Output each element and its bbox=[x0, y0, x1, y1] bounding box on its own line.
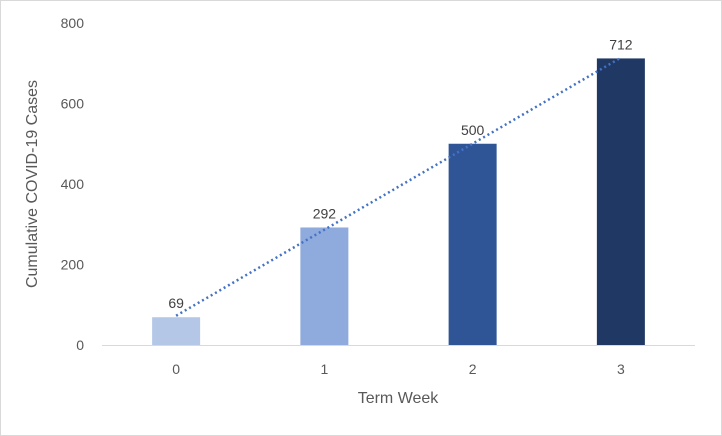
trendline bbox=[175, 56, 622, 317]
y-tick-label: 600 bbox=[61, 96, 85, 112]
y-tick-label: 800 bbox=[61, 15, 85, 31]
x-axis-title: Term Week bbox=[358, 390, 440, 407]
bar bbox=[596, 58, 645, 346]
y-axis-title: Cumulative COVID-19 Cases bbox=[24, 80, 41, 288]
y-axis-ticks: 0 200 400 600 800 bbox=[61, 15, 85, 353]
data-label: 712 bbox=[609, 36, 633, 52]
data-label: 292 bbox=[313, 205, 337, 221]
bars bbox=[152, 58, 645, 346]
y-tick-label: 400 bbox=[61, 176, 85, 192]
y-tick-label: 0 bbox=[76, 337, 84, 353]
x-tick-label: 3 bbox=[617, 361, 625, 377]
bar bbox=[300, 227, 349, 345]
data-label: 69 bbox=[168, 295, 184, 311]
trendline-group bbox=[175, 56, 622, 317]
x-axis-ticks: 0 1 2 3 bbox=[172, 361, 625, 377]
data-label: 500 bbox=[461, 122, 485, 138]
x-tick-label: 0 bbox=[172, 361, 180, 377]
y-tick-label: 200 bbox=[61, 257, 85, 273]
data-labels: 69 292 500 712 bbox=[168, 36, 632, 311]
x-tick-label: 1 bbox=[320, 361, 328, 377]
bar bbox=[152, 317, 201, 345]
bar bbox=[448, 143, 497, 345]
x-tick-label: 2 bbox=[469, 361, 477, 377]
